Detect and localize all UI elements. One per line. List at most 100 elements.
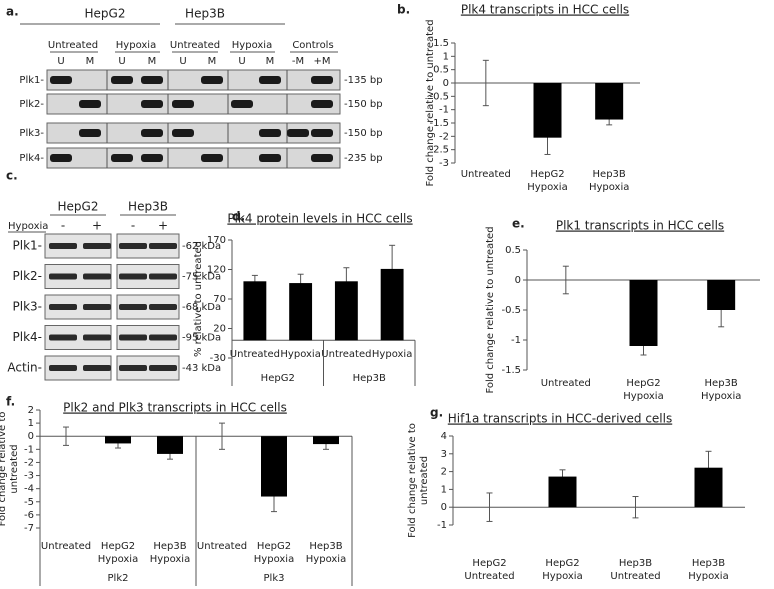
- lane-label: M: [266, 56, 275, 67]
- band: [311, 154, 333, 162]
- y-tick-label: 0.5: [433, 65, 449, 76]
- band: [149, 243, 177, 249]
- band: [172, 100, 194, 108]
- band: [49, 334, 77, 341]
- band: [149, 273, 177, 280]
- row-label: Plk1-: [13, 239, 42, 253]
- y-tick-label: -30: [210, 353, 226, 364]
- y-tick-label: -1.5: [429, 118, 449, 129]
- y-tick-label: -1: [511, 335, 521, 346]
- band: [287, 129, 309, 137]
- gel-strip: [46, 147, 341, 169]
- panel-label: g.: [430, 406, 443, 420]
- panel-label: a.: [6, 5, 19, 19]
- x-tick-label: Hep3B Hypoxia: [688, 558, 728, 582]
- band: [141, 129, 163, 137]
- y-tick-label: -2: [24, 457, 34, 468]
- x-tick-label: Hypoxia: [372, 349, 412, 360]
- bar: [157, 436, 183, 454]
- band: [50, 154, 72, 162]
- bar: [261, 436, 287, 497]
- y-axis-label: Fold change relative to untreated: [485, 226, 496, 393]
- y-tick-label: 20: [213, 324, 226, 335]
- band: [119, 304, 147, 310]
- condition: Untreated: [48, 40, 98, 51]
- size-label: -43 kDa: [182, 363, 221, 374]
- band: [111, 154, 133, 162]
- y-tick-label: 2: [28, 405, 34, 416]
- band: [172, 129, 194, 137]
- y-tick-label: -1: [24, 444, 34, 455]
- band: [141, 76, 163, 84]
- x-tick-label: Hep3B Hypoxia: [150, 541, 190, 565]
- lane-label: M: [208, 56, 217, 67]
- bar: [105, 436, 131, 444]
- band: [49, 243, 77, 249]
- x-tick-label: Untreated: [41, 541, 91, 552]
- y-tick-label: 0: [28, 431, 34, 442]
- band: [83, 273, 111, 280]
- bar: [629, 280, 658, 346]
- chart-title: Hif1a transcripts in HCC-derived cells: [448, 412, 672, 426]
- size-label: -150 bp: [344, 99, 383, 110]
- y-tick-label: -1.5: [501, 365, 521, 376]
- band: [259, 154, 281, 162]
- x-tick-label: HepG2 Hypoxia: [98, 541, 138, 565]
- x-tick-label: HepG2 Hypoxia: [254, 541, 294, 565]
- y-tick-label: -1: [437, 520, 447, 531]
- row-label: Plk2-: [19, 99, 44, 110]
- group-label: Plk2: [108, 573, 129, 584]
- row-label: Plk3-: [19, 128, 44, 139]
- y-axis-label: % relative to untreated: [193, 241, 204, 357]
- row-label: Plk3-: [13, 300, 42, 314]
- x-tick-label: Hypoxia: [280, 349, 320, 360]
- panel-label: f.: [6, 395, 15, 409]
- condition: Hypoxia: [232, 40, 272, 51]
- band: [149, 365, 177, 371]
- row-label: Plk1-: [19, 75, 44, 86]
- y-tick-label: -1: [439, 105, 449, 116]
- condition: Hypoxia: [116, 40, 156, 51]
- cell-line: HepG2: [85, 7, 126, 21]
- y-tick-label: 0: [515, 275, 521, 286]
- y-tick-label: -3: [24, 471, 34, 482]
- x-tick-label: Hep3B Hypoxia: [306, 541, 346, 565]
- band: [141, 100, 163, 108]
- band: [141, 154, 163, 162]
- size-label: -68 kDa: [182, 302, 221, 313]
- x-tick-label: Hep3B Untreated: [610, 558, 660, 582]
- y-tick-label: 1.5: [433, 38, 449, 49]
- panel-label: d.: [232, 210, 245, 224]
- band: [79, 129, 101, 137]
- lane-label: U: [179, 56, 186, 67]
- panel-label: e.: [512, 217, 525, 231]
- band: [83, 243, 111, 249]
- band: [119, 243, 147, 249]
- y-tick-label: -0.5: [501, 305, 521, 316]
- size-label: -235 bp: [344, 153, 383, 164]
- lane-label: U: [238, 56, 245, 67]
- lane-label: -M: [292, 56, 304, 67]
- y-tick-label: 0.5: [505, 245, 521, 256]
- chart-title: Plk2 and Plk3 transcripts in HCC cells: [63, 401, 287, 415]
- condition: Controls: [292, 40, 333, 51]
- lane-label: M: [86, 56, 95, 67]
- gel-strip: [46, 69, 341, 91]
- row-label: Actin-: [7, 361, 42, 375]
- lane-label: U: [57, 56, 64, 67]
- bar: [313, 436, 339, 445]
- panel-label: b.: [397, 3, 410, 17]
- bar: [595, 83, 624, 120]
- cell-line: Hep3B: [185, 7, 225, 21]
- lane-label: -: [61, 219, 65, 233]
- y-tick-label: 70: [213, 294, 226, 305]
- chart-title: Plk4 transcripts in HCC cells: [461, 3, 629, 17]
- y-tick-label: 1: [443, 51, 449, 62]
- y-tick-label: 120: [207, 265, 226, 276]
- y-tick-label: -2: [439, 131, 449, 142]
- bar: [334, 281, 358, 341]
- y-tick-label: 0: [441, 502, 447, 513]
- x-tick-label: HepG2 Hypoxia: [542, 558, 582, 582]
- band: [119, 365, 147, 371]
- y-tick-label: 1: [441, 484, 447, 495]
